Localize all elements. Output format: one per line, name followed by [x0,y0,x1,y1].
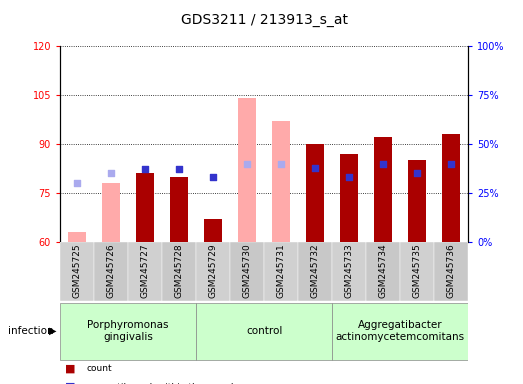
Text: GSM245726: GSM245726 [107,244,116,298]
Point [311,164,320,170]
Point [175,166,184,172]
Text: GSM245734: GSM245734 [379,244,388,298]
Bar [102,183,120,242]
Text: GSM245730: GSM245730 [243,244,252,298]
Text: ■: ■ [65,364,76,374]
Bar [128,242,162,301]
Bar [434,242,468,301]
Bar [400,242,434,301]
Bar [68,232,86,242]
Text: ■: ■ [65,382,76,384]
Bar [204,219,222,242]
Point [209,174,218,180]
Point [141,166,150,172]
Bar [298,242,332,301]
Text: Aggregatibacter
actinomycetemcomitans: Aggregatibacter actinomycetemcomitans [336,320,464,342]
Text: GSM245729: GSM245729 [209,244,218,298]
Text: GSM245735: GSM245735 [413,244,422,298]
Bar [306,144,324,242]
Bar [332,242,366,301]
Text: count: count [86,364,112,373]
Point [345,174,354,180]
Point [277,161,286,167]
Text: GSM245733: GSM245733 [345,244,354,298]
Bar [272,121,290,242]
Point [413,170,422,177]
Text: infection: infection [8,326,53,336]
Text: GSM245725: GSM245725 [73,244,82,298]
Bar [238,98,256,242]
Text: GSM245727: GSM245727 [141,244,150,298]
Text: control: control [246,326,282,336]
Bar [94,242,128,301]
Bar [340,154,358,242]
Point [243,161,252,167]
Point [379,161,388,167]
Text: GSM245732: GSM245732 [311,244,320,298]
Text: GSM245736: GSM245736 [447,244,456,298]
Text: percentile rank within the sample: percentile rank within the sample [86,382,240,384]
Bar [408,161,426,242]
Text: Porphyromonas
gingivalis: Porphyromonas gingivalis [87,320,169,342]
Text: GSM245731: GSM245731 [277,244,286,298]
Bar [196,242,230,301]
Bar [162,242,196,301]
Point [107,170,116,177]
Bar [366,242,400,301]
Text: GSM245728: GSM245728 [175,244,184,298]
Bar [60,303,196,360]
Point [447,161,456,167]
Bar [196,303,332,360]
Bar [230,242,264,301]
Bar [264,242,298,301]
Bar [442,134,460,242]
Text: ▶: ▶ [49,326,56,336]
Bar [332,303,468,360]
Bar [60,242,94,301]
Point [73,180,82,186]
Bar [136,174,154,242]
Bar [374,137,392,242]
Text: GDS3211 / 213913_s_at: GDS3211 / 213913_s_at [180,13,348,27]
Bar [170,177,188,242]
